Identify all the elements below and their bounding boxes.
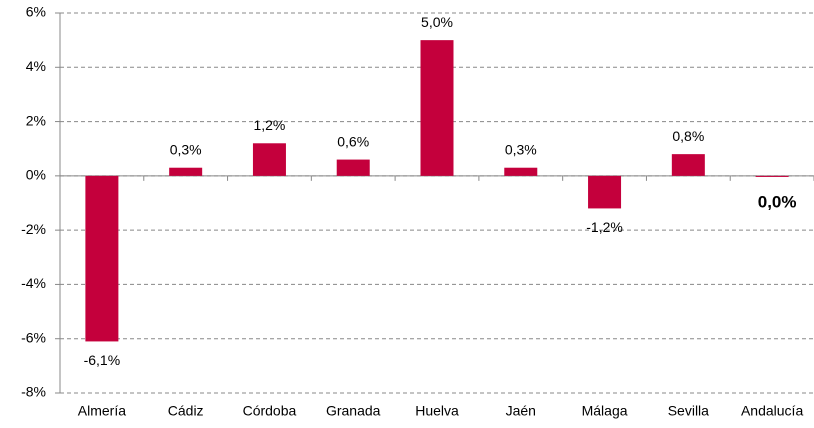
bar — [252, 143, 286, 176]
value-label: 0,3% — [170, 141, 202, 157]
bar — [420, 40, 454, 176]
x-tick-label: Almería — [78, 403, 126, 419]
x-tick-label: Huelva — [415, 403, 459, 419]
x-tick-label: Jaén — [506, 403, 536, 419]
x-tick-label: Granada — [326, 403, 381, 419]
y-tick-label: -2% — [21, 221, 46, 237]
value-label: 0,3% — [505, 141, 537, 157]
y-tick-label: -4% — [21, 275, 46, 291]
x-tick-label: Málaga — [582, 403, 628, 419]
x-tick-label: Andalucía — [741, 403, 803, 419]
y-tick-label: -8% — [21, 384, 46, 400]
x-tick-label: Sevilla — [668, 403, 709, 419]
bar — [671, 154, 705, 176]
y-tick-label: 6% — [26, 4, 46, 20]
bar — [588, 175, 622, 209]
x-tick-label: Cádiz — [168, 403, 204, 419]
value-label: 5,0% — [421, 14, 453, 30]
value-label: 0,0% — [758, 192, 797, 211]
y-tick-label: 4% — [26, 58, 46, 74]
bar — [85, 175, 119, 342]
value-label: -1,2% — [586, 219, 623, 235]
bar — [336, 159, 370, 176]
bar — [169, 167, 203, 176]
y-tick-label: -6% — [21, 329, 46, 345]
bar — [504, 167, 538, 176]
y-tick-label: 0% — [26, 167, 46, 183]
bar — [755, 175, 789, 177]
value-label: 1,2% — [253, 117, 285, 133]
y-tick-label: 2% — [26, 112, 46, 128]
value-label: -6,1% — [84, 352, 121, 368]
x-tick-label: Córdoba — [243, 403, 297, 419]
value-label: 0,8% — [672, 128, 704, 144]
value-label: 0,6% — [337, 133, 369, 149]
